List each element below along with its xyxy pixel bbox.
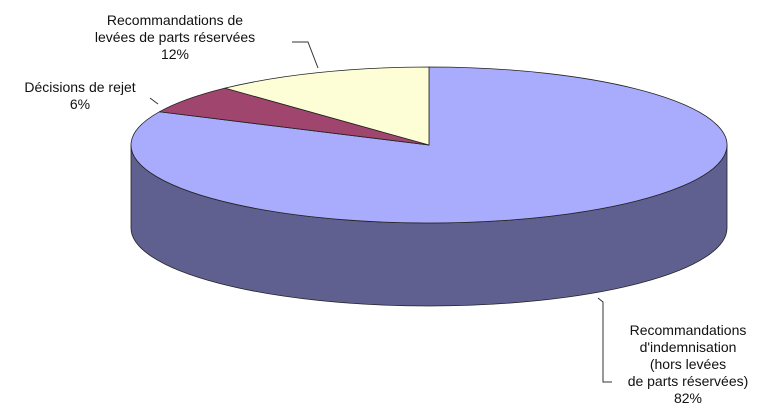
leader-line-2	[292, 41, 319, 69]
slice-label-line: Recommandations de	[106, 12, 244, 28]
slice-label-rejet: Décisions de rejet 6%	[10, 79, 150, 113]
slice-label-line: de parts réservées)	[627, 373, 749, 389]
slice-label-indemnisation: Recommandations d'indemnisation (hors le…	[613, 322, 763, 407]
leader-line-1	[149, 97, 159, 105]
leader-line-0	[597, 297, 612, 383]
slice-label-line: (hors levées	[649, 356, 727, 372]
pie-slices	[130, 66, 728, 224]
slice-label-line: d'indemnisation	[639, 339, 737, 355]
pie-slice-2	[224, 66, 430, 146]
slice-label-line: levées de parts réservées	[94, 29, 256, 45]
slice-label-line: Décisions de rejet	[24, 79, 136, 95]
slice-percent: 12%	[160, 46, 190, 62]
slice-label-levees: Recommandations de levées de parts réser…	[60, 12, 290, 63]
slice-percent: 82%	[673, 390, 703, 406]
slice-percent: 6%	[69, 96, 91, 112]
slice-label-line: Recommandations	[629, 322, 747, 338]
leader-lines	[149, 41, 612, 383]
pie-slice-0	[130, 66, 728, 224]
